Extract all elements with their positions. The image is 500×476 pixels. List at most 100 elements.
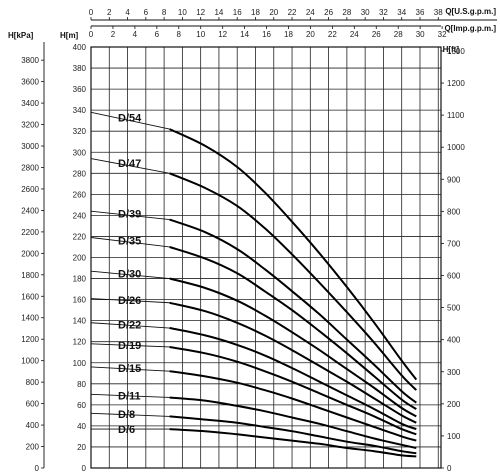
curve-d-8 (169, 415, 417, 455)
gpm-tick-label: 32 (379, 8, 388, 17)
gpm-tick-label: 16 (233, 8, 242, 17)
kpa-tick-label: 2600 (21, 185, 39, 194)
ft-tick-label: 200 (447, 400, 461, 409)
gpm-tick-label: 10 (178, 8, 187, 17)
gpm-tick-label: 4 (125, 8, 130, 17)
gpm-tick-label: 38 (434, 8, 443, 17)
curve-leader-d-19 (90, 343, 170, 348)
gpm-tick-label: 20 (269, 8, 278, 17)
kpa-tick-label: 2200 (21, 228, 39, 237)
gpm-tick-label: 6 (144, 8, 149, 17)
ft-tick-label: 700 (447, 239, 461, 248)
kpa-tick-label: 800 (26, 378, 40, 387)
m-tick-label: 320 (73, 127, 87, 136)
curve-leader-d-15 (90, 366, 170, 372)
curve-d-54 (169, 128, 418, 381)
curve-label-d-35: D/35 (118, 235, 141, 247)
curve-label-d-30: D/30 (118, 268, 141, 280)
gpm-tick-label: 24 (306, 8, 315, 17)
m-tick-label: 20 (77, 443, 86, 452)
igpm-tick-label: 16 (262, 30, 271, 39)
kpa-tick-label: 3600 (21, 78, 39, 87)
gpm-tick-label: 18 (251, 8, 260, 17)
m-tick-label: 240 (73, 211, 87, 220)
kpa-tick-label: 3000 (21, 142, 39, 151)
kpa-tick-label: 1000 (21, 357, 39, 366)
curve-leader-d-47 (90, 158, 170, 174)
igpm-tick-label: 32 (438, 30, 447, 39)
m-tick-label: 0 (82, 464, 87, 473)
gpm-tick-label: 28 (342, 8, 351, 17)
m-tick-label: 120 (73, 338, 87, 347)
ft-tick-label: 300 (447, 368, 461, 377)
ft-tick-label: 600 (447, 272, 461, 281)
curve-d-35 (169, 246, 417, 410)
igpm-tick-label: 30 (416, 30, 425, 39)
m-tick-label: 140 (73, 317, 87, 326)
m-tick-label: 180 (73, 275, 87, 284)
ft-tick-label: 800 (447, 207, 461, 216)
grid (90, 46, 441, 469)
m-tick-label: 160 (73, 296, 87, 305)
curve-label-d-19: D/19 (118, 340, 141, 352)
kpa-tick-label: 1600 (21, 292, 39, 301)
kpa-tick-label: 2800 (21, 163, 39, 172)
ft-tick-label: 1000 (447, 143, 465, 152)
kpa-tick-label: 2400 (21, 206, 39, 215)
m-tick-label: 60 (77, 401, 86, 410)
plot-frame (90, 46, 442, 469)
curve-leader-d-26 (90, 298, 170, 304)
right-head-axis: 0 100 200 300 400 500 600 700 800 900 1000 1100 1200… (441, 47, 465, 473)
plot-border (90, 46, 442, 469)
curve-leader-d-30 (90, 270, 170, 279)
curve-label-d-22: D/22 (118, 319, 141, 331)
igpm-tick-label: 24 (350, 30, 359, 39)
kpa-tick-label: 3800 (21, 56, 39, 65)
igpm-tick-label: 14 (240, 30, 249, 39)
curve-label-d-15: D/15 (118, 363, 141, 375)
m-tick-label: 200 (73, 254, 87, 263)
m-tick-label: 80 (77, 380, 86, 389)
igpm-tick-label: 18 (284, 30, 293, 39)
m-tick-label: 100 (73, 359, 87, 368)
ft-tick-label: 400 (447, 336, 461, 345)
gpm-tick-label: 2 (107, 8, 112, 17)
kpa-tick-label: 0 (35, 464, 40, 473)
curve-label-d-47: D/47 (118, 158, 141, 170)
curve-leader-d-39 (90, 210, 170, 221)
m-tick-label: 300 (73, 148, 87, 157)
top-flow-axes: 0 2 4 6 8 10 12 14 16 18 20 22 24 26 28 30 32 34 36 380 2 4 6 8… (89, 8, 497, 39)
gpm-tick-label: 8 (162, 8, 167, 17)
curve-d-30 (169, 277, 417, 418)
curve-d-19 (169, 346, 417, 436)
left-kpa-axis-title: H[kPa] (8, 31, 34, 40)
curve-label-d-39: D/39 (118, 209, 141, 221)
ft-tick-label: 0 (447, 464, 452, 473)
gpm-tick-label: 36 (416, 8, 425, 17)
kpa-tick-label: 3400 (21, 99, 39, 108)
gpm-tick-label: 22 (288, 8, 297, 17)
top-gpm-axis-title: Q[U.S.g.p.m.] (445, 7, 496, 16)
kpa-tick-label: 200 (26, 443, 40, 452)
curve-label-d-26: D/26 (118, 295, 141, 307)
igpm-tick-label: 20 (306, 30, 315, 39)
ft-tick-label: 900 (447, 175, 461, 184)
kpa-tick-label: 2000 (21, 249, 39, 258)
igpm-tick-label: 12 (218, 30, 227, 39)
igpm-tick-label: 28 (394, 30, 403, 39)
kpa-tick-label: 1800 (21, 271, 39, 280)
ft-tick-label: 500 (447, 304, 461, 313)
curve-leader-d-35 (90, 237, 170, 248)
igpm-tick-label: 6 (155, 30, 160, 39)
gpm-tick-label: 14 (214, 8, 223, 17)
curve-d-47 (169, 172, 418, 391)
igpm-tick-label: 4 (133, 30, 138, 39)
kpa-tick-label: 1200 (21, 335, 39, 344)
curve-leader-d-11 (90, 393, 170, 398)
curve-d-26 (169, 301, 417, 424)
curve-label-d-11: D/11 (118, 390, 141, 402)
curve-leader-d-8 (90, 412, 170, 417)
gpm-tick-label: 26 (324, 8, 333, 17)
igpm-tick-label: 22 (328, 30, 337, 39)
